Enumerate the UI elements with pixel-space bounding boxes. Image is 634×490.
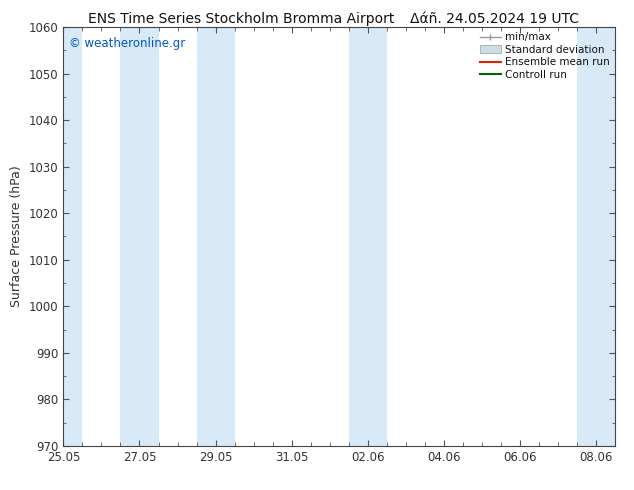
Bar <box>349 27 387 446</box>
Bar <box>577 27 615 446</box>
Y-axis label: Surface Pressure (hPa): Surface Pressure (hPa) <box>10 166 23 307</box>
Legend: min/max, Standard deviation, Ensemble mean run, Controll run: min/max, Standard deviation, Ensemble me… <box>478 30 612 82</box>
Text: Δάñ. 24.05.2024 19 UTC: Δάñ. 24.05.2024 19 UTC <box>410 12 579 26</box>
Text: © weatheronline.gr: © weatheronline.gr <box>69 37 185 50</box>
Text: ENS Time Series Stockholm Bromma Airport: ENS Time Series Stockholm Bromma Airport <box>87 12 394 26</box>
Bar <box>120 27 158 446</box>
Bar <box>197 27 235 446</box>
Bar <box>63 27 82 446</box>
